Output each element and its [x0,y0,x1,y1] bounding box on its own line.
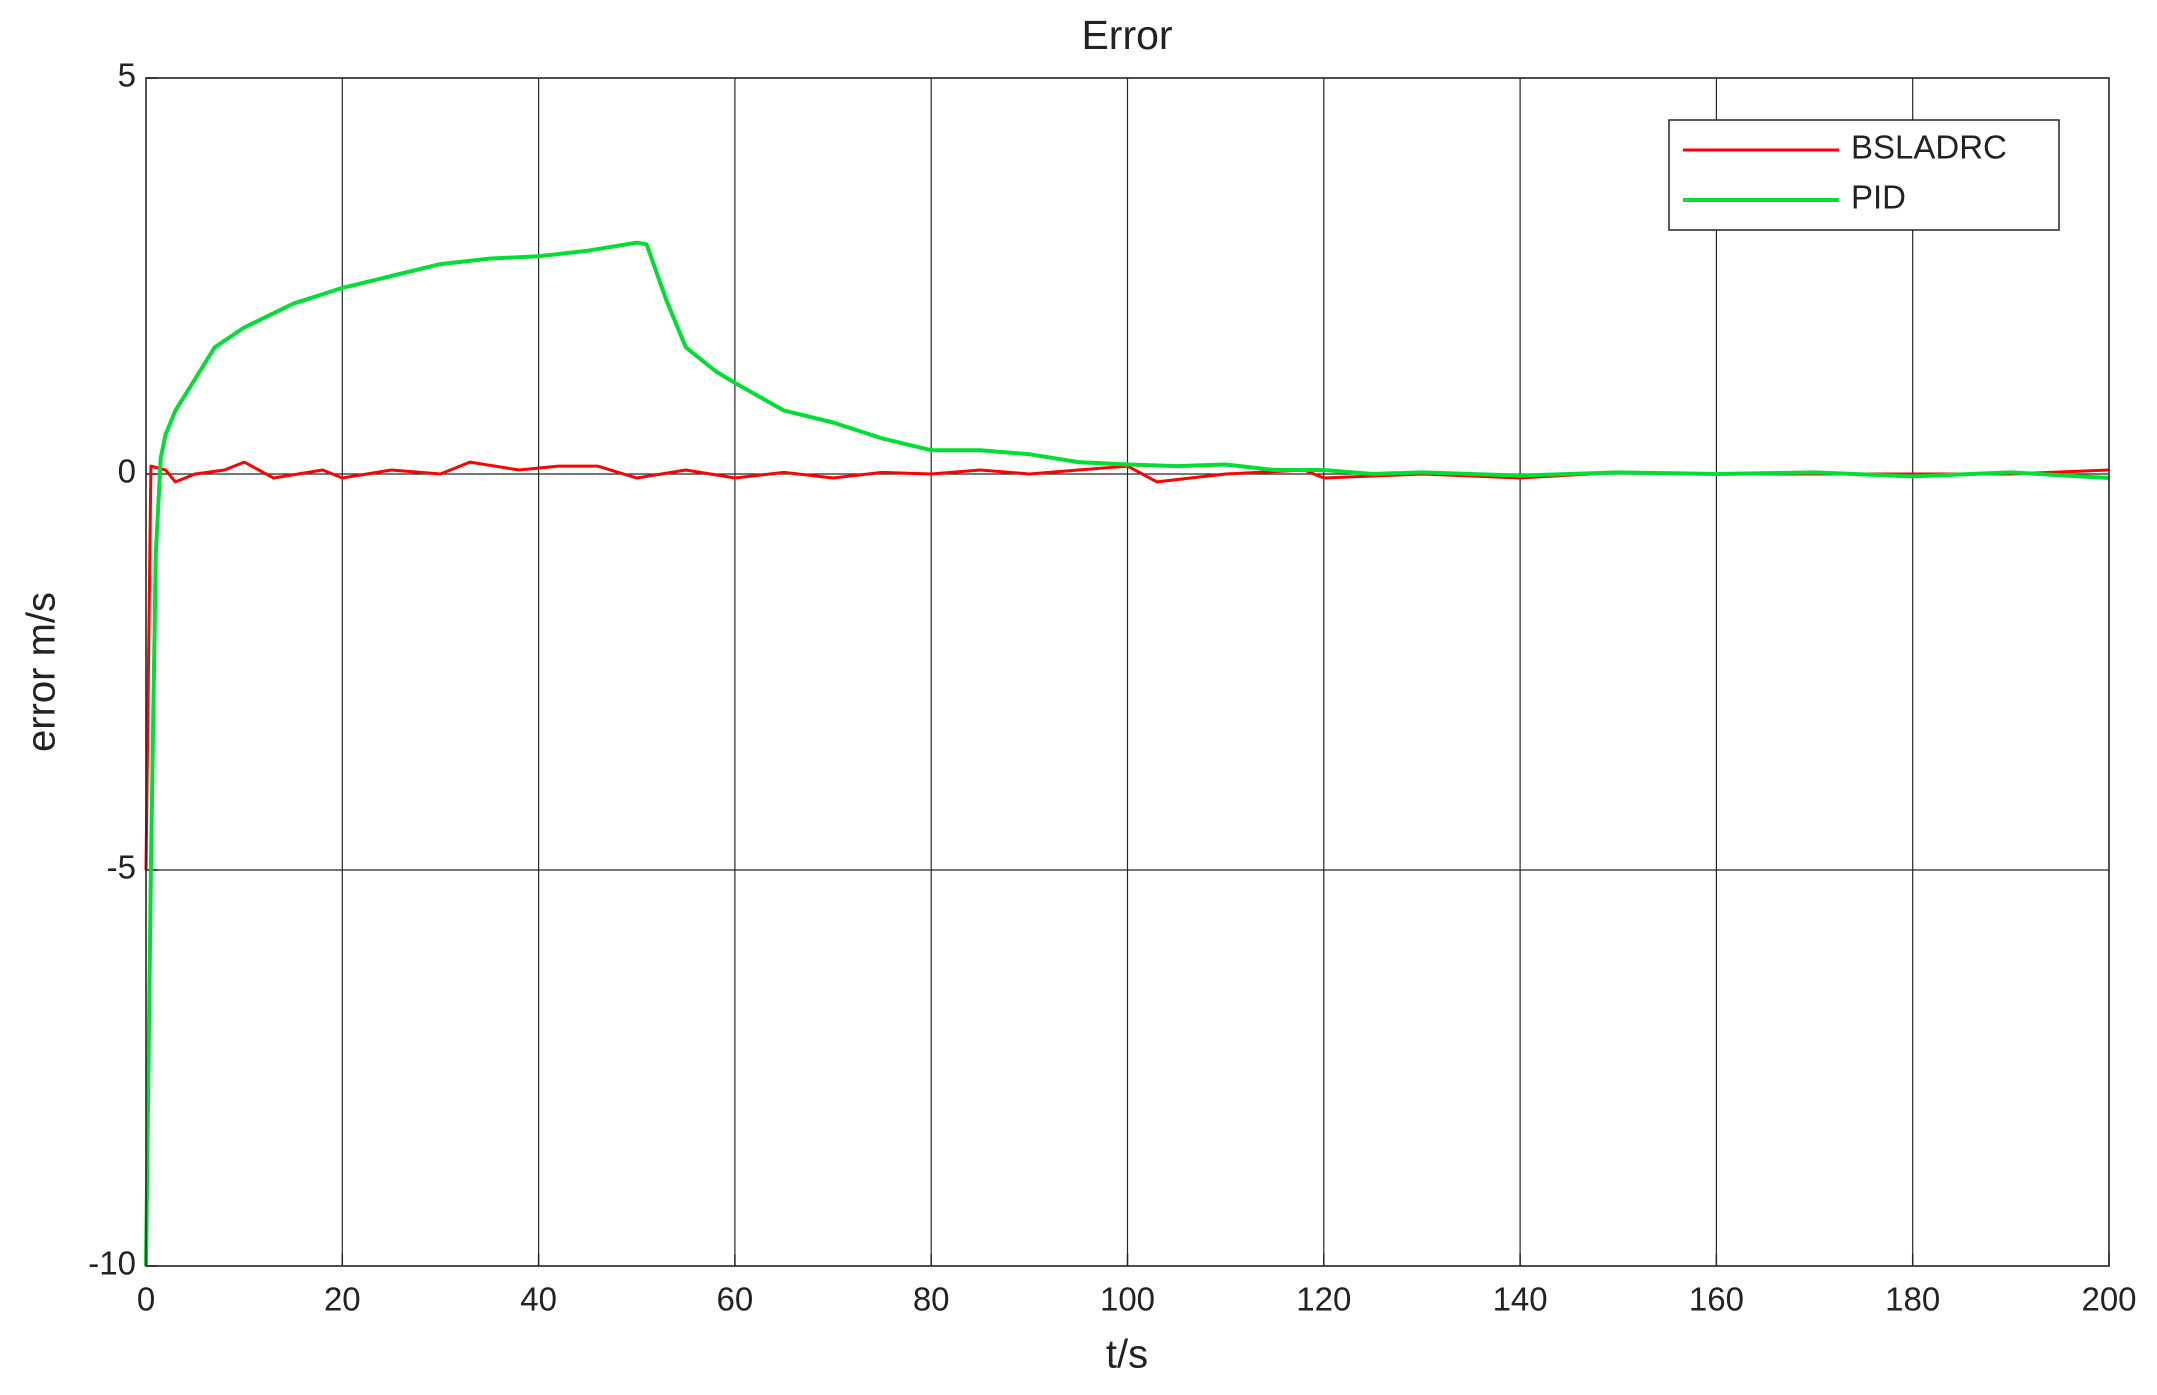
y-tick-label: 0 [118,453,136,490]
legend-label: BSLADRC [1851,129,2007,166]
legend: BSLADRC PID [1668,119,2060,231]
x-tick-label: 140 [1493,1281,1548,1318]
data-line [144,460,2110,871]
x-tick-label: 80 [913,1281,950,1318]
x-tick-label: 200 [2081,1281,2136,1318]
x-tick-label: 60 [717,1281,754,1318]
legend-label: PID [1851,179,1906,216]
y-axis-label: error m/s [20,592,64,752]
x-tick-label: 40 [520,1281,557,1318]
x-tick-label: 100 [1100,1281,1155,1318]
x-tick-label: 180 [1885,1281,1940,1318]
x-tick-label: 160 [1689,1281,1744,1318]
y-tick-label: -5 [107,849,136,886]
chart-title: Error [1081,12,1172,58]
x-tick-label: 0 [137,1281,155,1318]
data-line [144,240,2110,1267]
legend-box [1668,119,2060,231]
x-axis-label: t/s [1106,1333,1148,1377]
y-tick-label: 5 [118,57,136,94]
x-tick-label: 120 [1296,1281,1351,1318]
x-tick-label: 20 [324,1281,361,1318]
plot-frame [145,77,2110,1267]
y-tick-label: -10 [88,1245,136,1282]
